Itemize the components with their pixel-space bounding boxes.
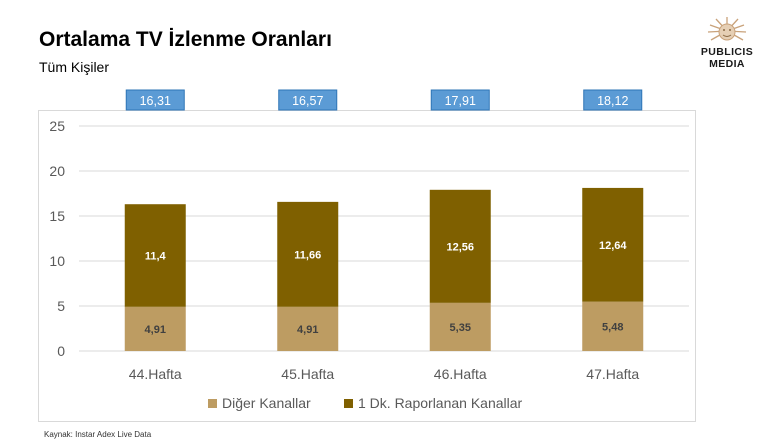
total-box <box>430 89 490 111</box>
data-label-diger: 4,91 <box>297 324 318 336</box>
bar-segment-1dk-raporlanan <box>429 189 491 303</box>
data-label-1dk: 11,4 <box>145 251 167 263</box>
total-label: 16,57 <box>292 94 323 108</box>
total-box <box>278 89 338 111</box>
legend-label: Diğer Kanallar <box>222 395 311 411</box>
bar-segment-diger-kanallar <box>582 301 644 351</box>
source-note: Kaynak: Instar Adex Live Data <box>44 430 152 439</box>
bar-segment-1dk-raporlanan <box>124 204 186 307</box>
y-tick-label: 15 <box>49 208 65 224</box>
publicis-media-logo: PUBLICIS MEDIA <box>690 16 764 78</box>
x-category-label: 45.Hafta <box>281 366 334 382</box>
legend-label: 1 Dk. Raporlanan Kanallar <box>358 395 523 411</box>
data-label-diger: 4,91 <box>145 324 166 336</box>
stacked-bar-chart: 0 5 10 15 20 25 4,91 11,4 44.Hafta 16,31 4,91 11,66… <box>49 89 689 411</box>
y-tick-label: 25 <box>49 118 65 134</box>
bar-segment-1dk-raporlanan <box>582 187 644 302</box>
page-subtitle: Tüm Kişiler <box>39 59 110 75</box>
total-label: 17,91 <box>445 94 476 108</box>
x-category-label: 46.Hafta <box>434 366 487 382</box>
logo-text-media: MEDIA <box>709 58 745 70</box>
total-box <box>125 89 185 111</box>
y-tick-label: 10 <box>49 253 65 269</box>
data-label-1dk: 12,56 <box>446 241 474 253</box>
y-tick-label: 20 <box>49 163 65 179</box>
total-label: 18,12 <box>597 94 628 108</box>
y-tick-label: 5 <box>57 298 65 314</box>
total-label: 16,31 <box>140 94 171 108</box>
y-tick-label: 0 <box>57 343 65 359</box>
lion-sun-icon <box>707 17 747 41</box>
data-label-1dk: 12,64 <box>599 240 627 252</box>
legend-swatch <box>208 399 217 408</box>
total-box <box>583 89 643 111</box>
x-category-label: 47.Hafta <box>586 366 639 382</box>
x-category-label: 44.Hafta <box>129 366 182 382</box>
bar-segment-diger-kanallar <box>429 302 491 351</box>
bar-segment-diger-kanallar <box>124 306 186 351</box>
legend-swatch <box>344 399 353 408</box>
data-label-diger: 5,35 <box>450 322 471 334</box>
logo-text-publicis: PUBLICIS <box>700 46 754 58</box>
bar-segment-1dk-raporlanan <box>277 201 339 307</box>
chart-area: 0 5 10 15 20 25 4,91 11,4 44.Hafta 16,31 4,91 11,66… <box>38 89 696 422</box>
page-title: Ortalama TV İzlenme Oranları <box>39 28 332 51</box>
data-label-1dk: 11,66 <box>294 249 321 261</box>
bar-segment-diger-kanallar <box>277 306 339 351</box>
data-label-diger: 5,48 <box>602 321 623 333</box>
